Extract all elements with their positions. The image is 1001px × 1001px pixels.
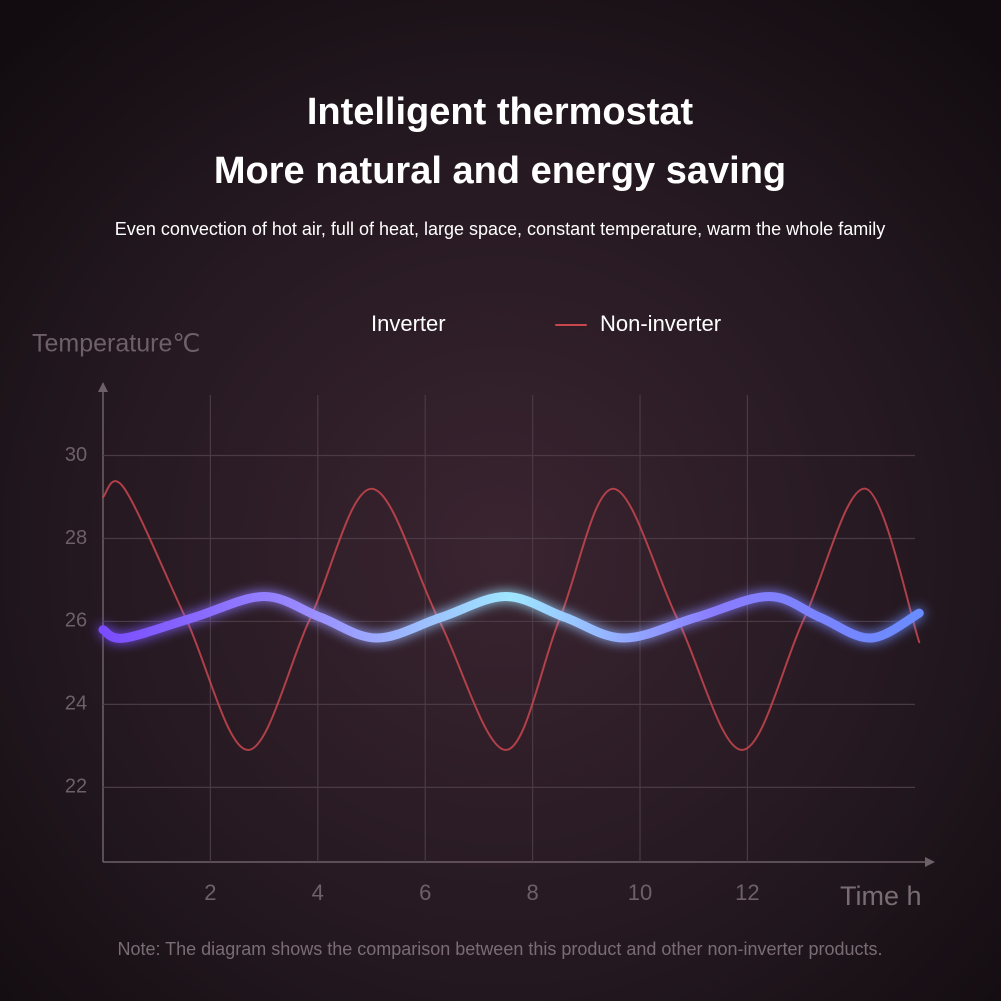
x-tick-label: 6 [419,880,431,905]
y-axis-arrow [98,382,108,392]
y-tick-label: 28 [65,527,87,549]
x-tick-label: 4 [312,880,324,905]
y-tick-label: 24 [65,693,87,715]
series-line [102,480,921,752]
y-tick-label: 22 [65,776,87,798]
legend-label: Inverter [371,311,446,336]
subtitle: More natural and energy saving [214,150,786,192]
title: Intelligent thermostat [307,91,694,133]
note: Note: The diagram shows the comparison b… [117,939,882,959]
y-tick-label: 26 [65,610,87,632]
description: Even convection of hot air, full of heat… [115,219,885,239]
legend-label: Non-inverter [600,311,721,336]
y-axis-label: Temperature℃ [32,330,200,358]
x-axis-arrow [925,857,935,867]
x-axis-label: Time h [840,881,922,911]
x-tick-label: 8 [526,880,538,905]
x-tick-label: 2 [204,880,216,905]
y-tick-label: 30 [65,444,87,466]
series-line [98,592,924,643]
x-tick-label: 12 [735,880,759,905]
x-tick-label: 10 [628,880,652,905]
